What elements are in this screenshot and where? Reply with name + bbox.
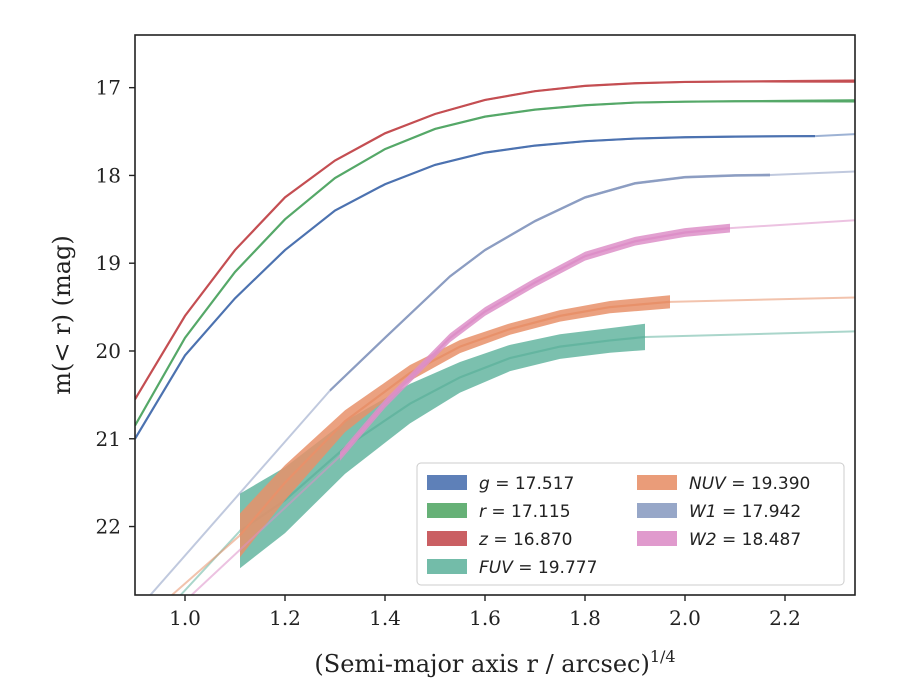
legend-value: = 19.777 [513, 558, 598, 578]
x-axis-title: (Semi-major axis r / arcsec)1/4 [314, 647, 675, 678]
legend-swatch-z [427, 531, 467, 546]
legend-value: = 18.487 [717, 530, 802, 550]
legend-label-nuv: NUV = 19.390 [689, 474, 810, 494]
series-z-line [135, 79, 855, 400]
axes-frame [134, 34, 856, 596]
legend-label-w1: W1 = 17.942 [689, 502, 801, 522]
series-g-band [135, 135, 815, 440]
y-tick-label: 22 [96, 515, 121, 539]
legend-label-fuv: FUV = 19.777 [479, 558, 597, 578]
legend-label-w2: W2 = 18.487 [689, 530, 801, 550]
legend-swatch-fuv [427, 559, 467, 574]
legend-value: = 16.870 [488, 530, 573, 550]
legend-swatch-r [427, 503, 467, 518]
x-tick-label: 1.8 [569, 606, 601, 630]
series-w2-extrapolation [729, 219, 855, 230]
x-tick-label: 1.6 [469, 606, 501, 630]
series-nuv-band [240, 295, 670, 558]
legend-band-name: W2 [689, 530, 717, 550]
y-tick-label: 18 [96, 163, 121, 187]
legend-label-z: z = 16.870 [478, 530, 572, 550]
legend-band-name: r [479, 502, 487, 522]
axes: 1.0 1.2 1.4 1.6 1.8 2.0 2.2 17 18 19 20 21 22 [96, 34, 856, 630]
series-nuv-extrapolation [170, 534, 241, 595]
legend-swatch-g [427, 475, 467, 490]
x-tick-label: 1.4 [369, 606, 401, 630]
x-axis-title-superscript: 1/4 [650, 647, 676, 666]
series-w1-extrapolation [149, 389, 331, 595]
y-tick-label: 20 [96, 339, 121, 363]
series-w1-line [329, 173, 771, 392]
series-w2-line [339, 227, 731, 458]
series-g-line [135, 135, 816, 440]
legend-band-name: g [479, 474, 490, 494]
legend-swatch-w2 [637, 531, 677, 546]
legend-swatch-w1 [637, 503, 677, 518]
series-w2-extrapolation [190, 455, 341, 595]
series-fuv-extrapolation [644, 330, 855, 338]
series-nuv-line [239, 300, 671, 537]
y-tick-label: 19 [96, 251, 121, 275]
legend-band-name: z [478, 530, 489, 550]
legend-value: = 19.390 [726, 474, 811, 494]
legend-value: = 17.942 [717, 502, 802, 522]
legend-band-name: W1 [689, 502, 717, 522]
x-tick-label: 2.0 [669, 606, 701, 630]
x-tick-label: 2.2 [769, 606, 801, 630]
plot-area [135, 79, 855, 595]
x-tick-label: 1.2 [269, 606, 301, 630]
legend-label-g: g = 17.517 [479, 474, 574, 494]
series-w1-extrapolation [769, 170, 855, 176]
series-nuv-extrapolation [669, 296, 855, 303]
y-tick-label: 17 [96, 76, 121, 100]
x-tick-label: 1.0 [169, 606, 201, 630]
legend-box [416, 462, 845, 586]
legend-band-name: NUV [689, 474, 727, 494]
series-r-line [135, 99, 855, 427]
legend-value: = 17.517 [490, 474, 575, 494]
legend-swatch-nuv [637, 475, 677, 490]
legend-label-r: r = 17.115 [479, 502, 571, 522]
legend-band-name: FUV [479, 558, 514, 578]
legend-value: = 17.115 [486, 502, 571, 522]
x-axis-title-text: (Semi-major axis r / arcsec) [314, 650, 649, 678]
y-axis-title: m(< r) (mag) [48, 235, 76, 394]
series-fuv-extrapolation [179, 530, 241, 595]
series-g-extrapolation [814, 133, 855, 138]
y-tick-label: 21 [96, 427, 121, 451]
series-fuv-line [239, 335, 646, 532]
